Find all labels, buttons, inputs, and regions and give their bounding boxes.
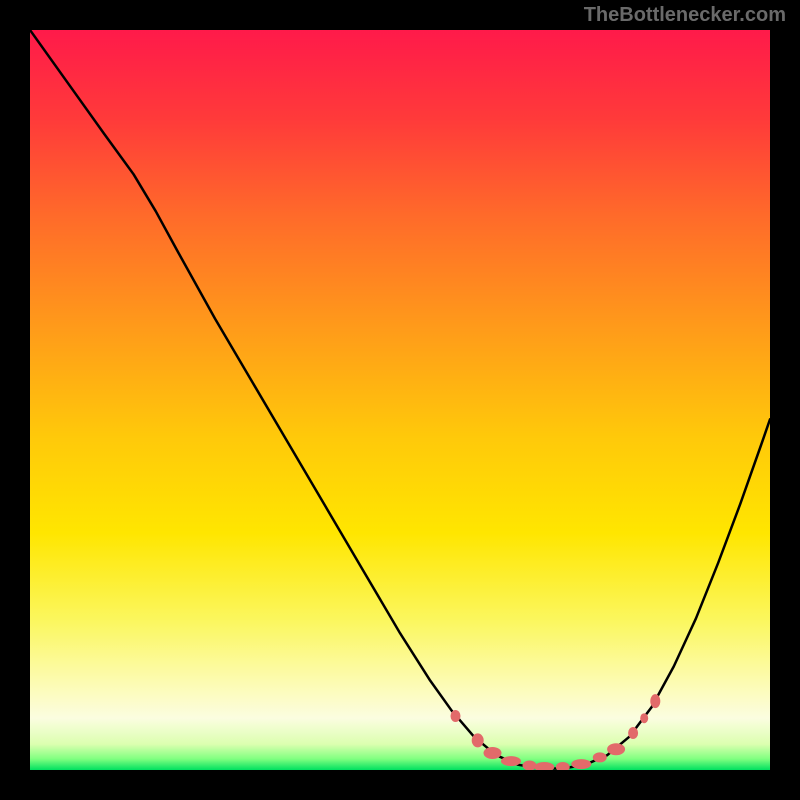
- highlight-marker: [607, 743, 625, 755]
- gradient-background: [30, 30, 770, 770]
- highlight-marker: [628, 727, 638, 739]
- highlight-marker: [501, 756, 521, 766]
- highlight-marker: [571, 759, 591, 769]
- highlight-marker: [650, 694, 660, 708]
- container: TheBottlenecker.com: [0, 0, 800, 800]
- highlight-marker: [640, 713, 648, 723]
- chart-area: [30, 30, 770, 770]
- chart-svg: [30, 30, 770, 770]
- highlight-marker: [593, 752, 607, 762]
- highlight-marker: [472, 733, 484, 747]
- watermark: TheBottlenecker.com: [584, 4, 786, 27]
- watermark-text: TheBottlenecker.com: [584, 4, 786, 26]
- highlight-marker: [484, 747, 502, 759]
- highlight-marker: [451, 710, 461, 722]
